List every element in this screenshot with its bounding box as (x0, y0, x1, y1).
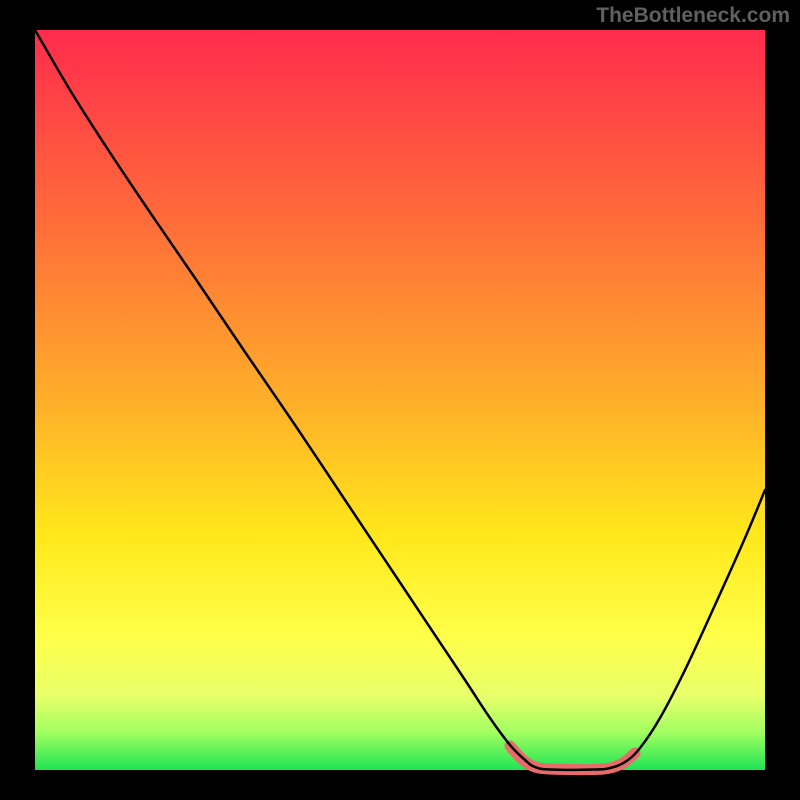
watermark-text: TheBottleneck.com (596, 4, 790, 28)
plot-gradient-area (35, 30, 765, 770)
chart-container: TheBottleneck.com (0, 0, 800, 800)
